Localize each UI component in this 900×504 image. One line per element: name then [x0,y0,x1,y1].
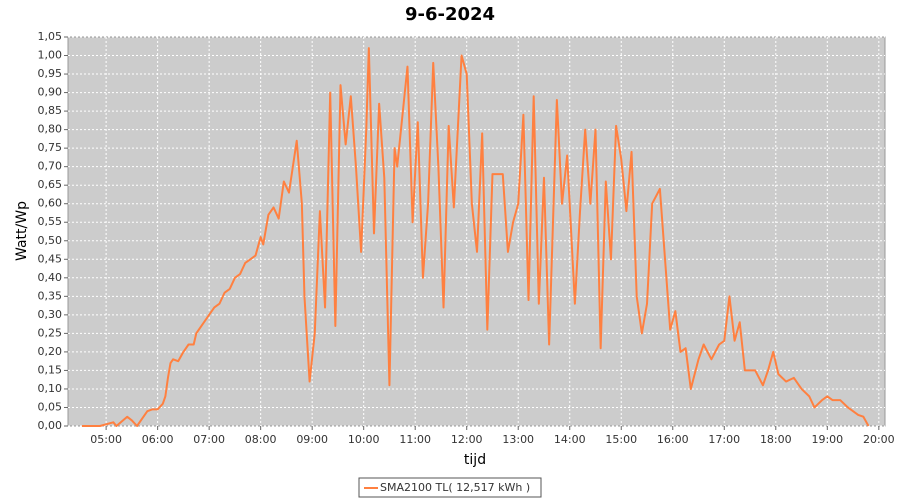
y-axis-title: Watt/Wp [14,201,30,261]
y-tick-label: 0,85 [38,104,63,117]
x-tick-label: 15:00 [605,433,637,446]
y-tick-label: 0,55 [38,215,63,228]
y-tick-label: 1,00 [38,49,63,62]
y-tick-label: 1,05 [38,30,63,43]
data-line [81,47,870,427]
x-tick-label: 13:00 [502,433,534,446]
chart-title: 9-6-2024 [405,4,495,25]
x-tick-label: 06:00 [142,433,174,446]
y-tick-label: 0,30 [38,308,63,321]
legend-box [358,477,542,498]
y-tick-label: 0,90 [38,86,63,99]
y-tick-label: 0,60 [38,197,63,210]
x-tick-label: 12:00 [451,433,483,446]
y-tick-label: 0,25 [38,326,63,339]
x-tick-label: 17:00 [708,433,740,446]
y-tick-label: 0,10 [38,382,63,395]
y-tick-label: 0,35 [38,289,63,302]
legend-label: SMA2100 TL( 12,517 kWh ) [380,481,530,494]
x-tick-label: 18:00 [760,433,792,446]
x-axis-title: tijd [464,452,486,468]
x-tick-label: 14:00 [554,433,586,446]
y-tick-label: 0,00 [38,419,63,432]
x-tick-label: 05:00 [90,433,122,446]
x-tick-label: 11:00 [399,433,431,446]
y-tick-label: 0,05 [38,400,63,413]
x-tick-label: 08:00 [245,433,277,446]
y-tick-label: 0,95 [38,67,63,80]
x-tick-label: 09:00 [296,433,328,446]
x-tick-label: 19:00 [811,433,843,446]
x-tick-label: 20:00 [863,433,895,446]
y-tick-label: 0,45 [38,252,63,265]
y-tick-label: 0,20 [38,345,63,358]
y-tick-label: 0,65 [38,178,63,191]
y-tick-label: 0,50 [38,234,63,247]
x-tick-label: 16:00 [657,433,689,446]
y-tick-label: 0,75 [38,141,63,154]
x-tick-label: 10:00 [348,433,380,446]
y-tick-label: 0,70 [38,160,63,173]
plot-area [67,36,886,427]
x-tick-label: 07:00 [193,433,225,446]
y-tick-label: 0,40 [38,271,63,284]
y-tick-label: 0,15 [38,363,63,376]
y-tick-label: 0,80 [38,123,63,136]
